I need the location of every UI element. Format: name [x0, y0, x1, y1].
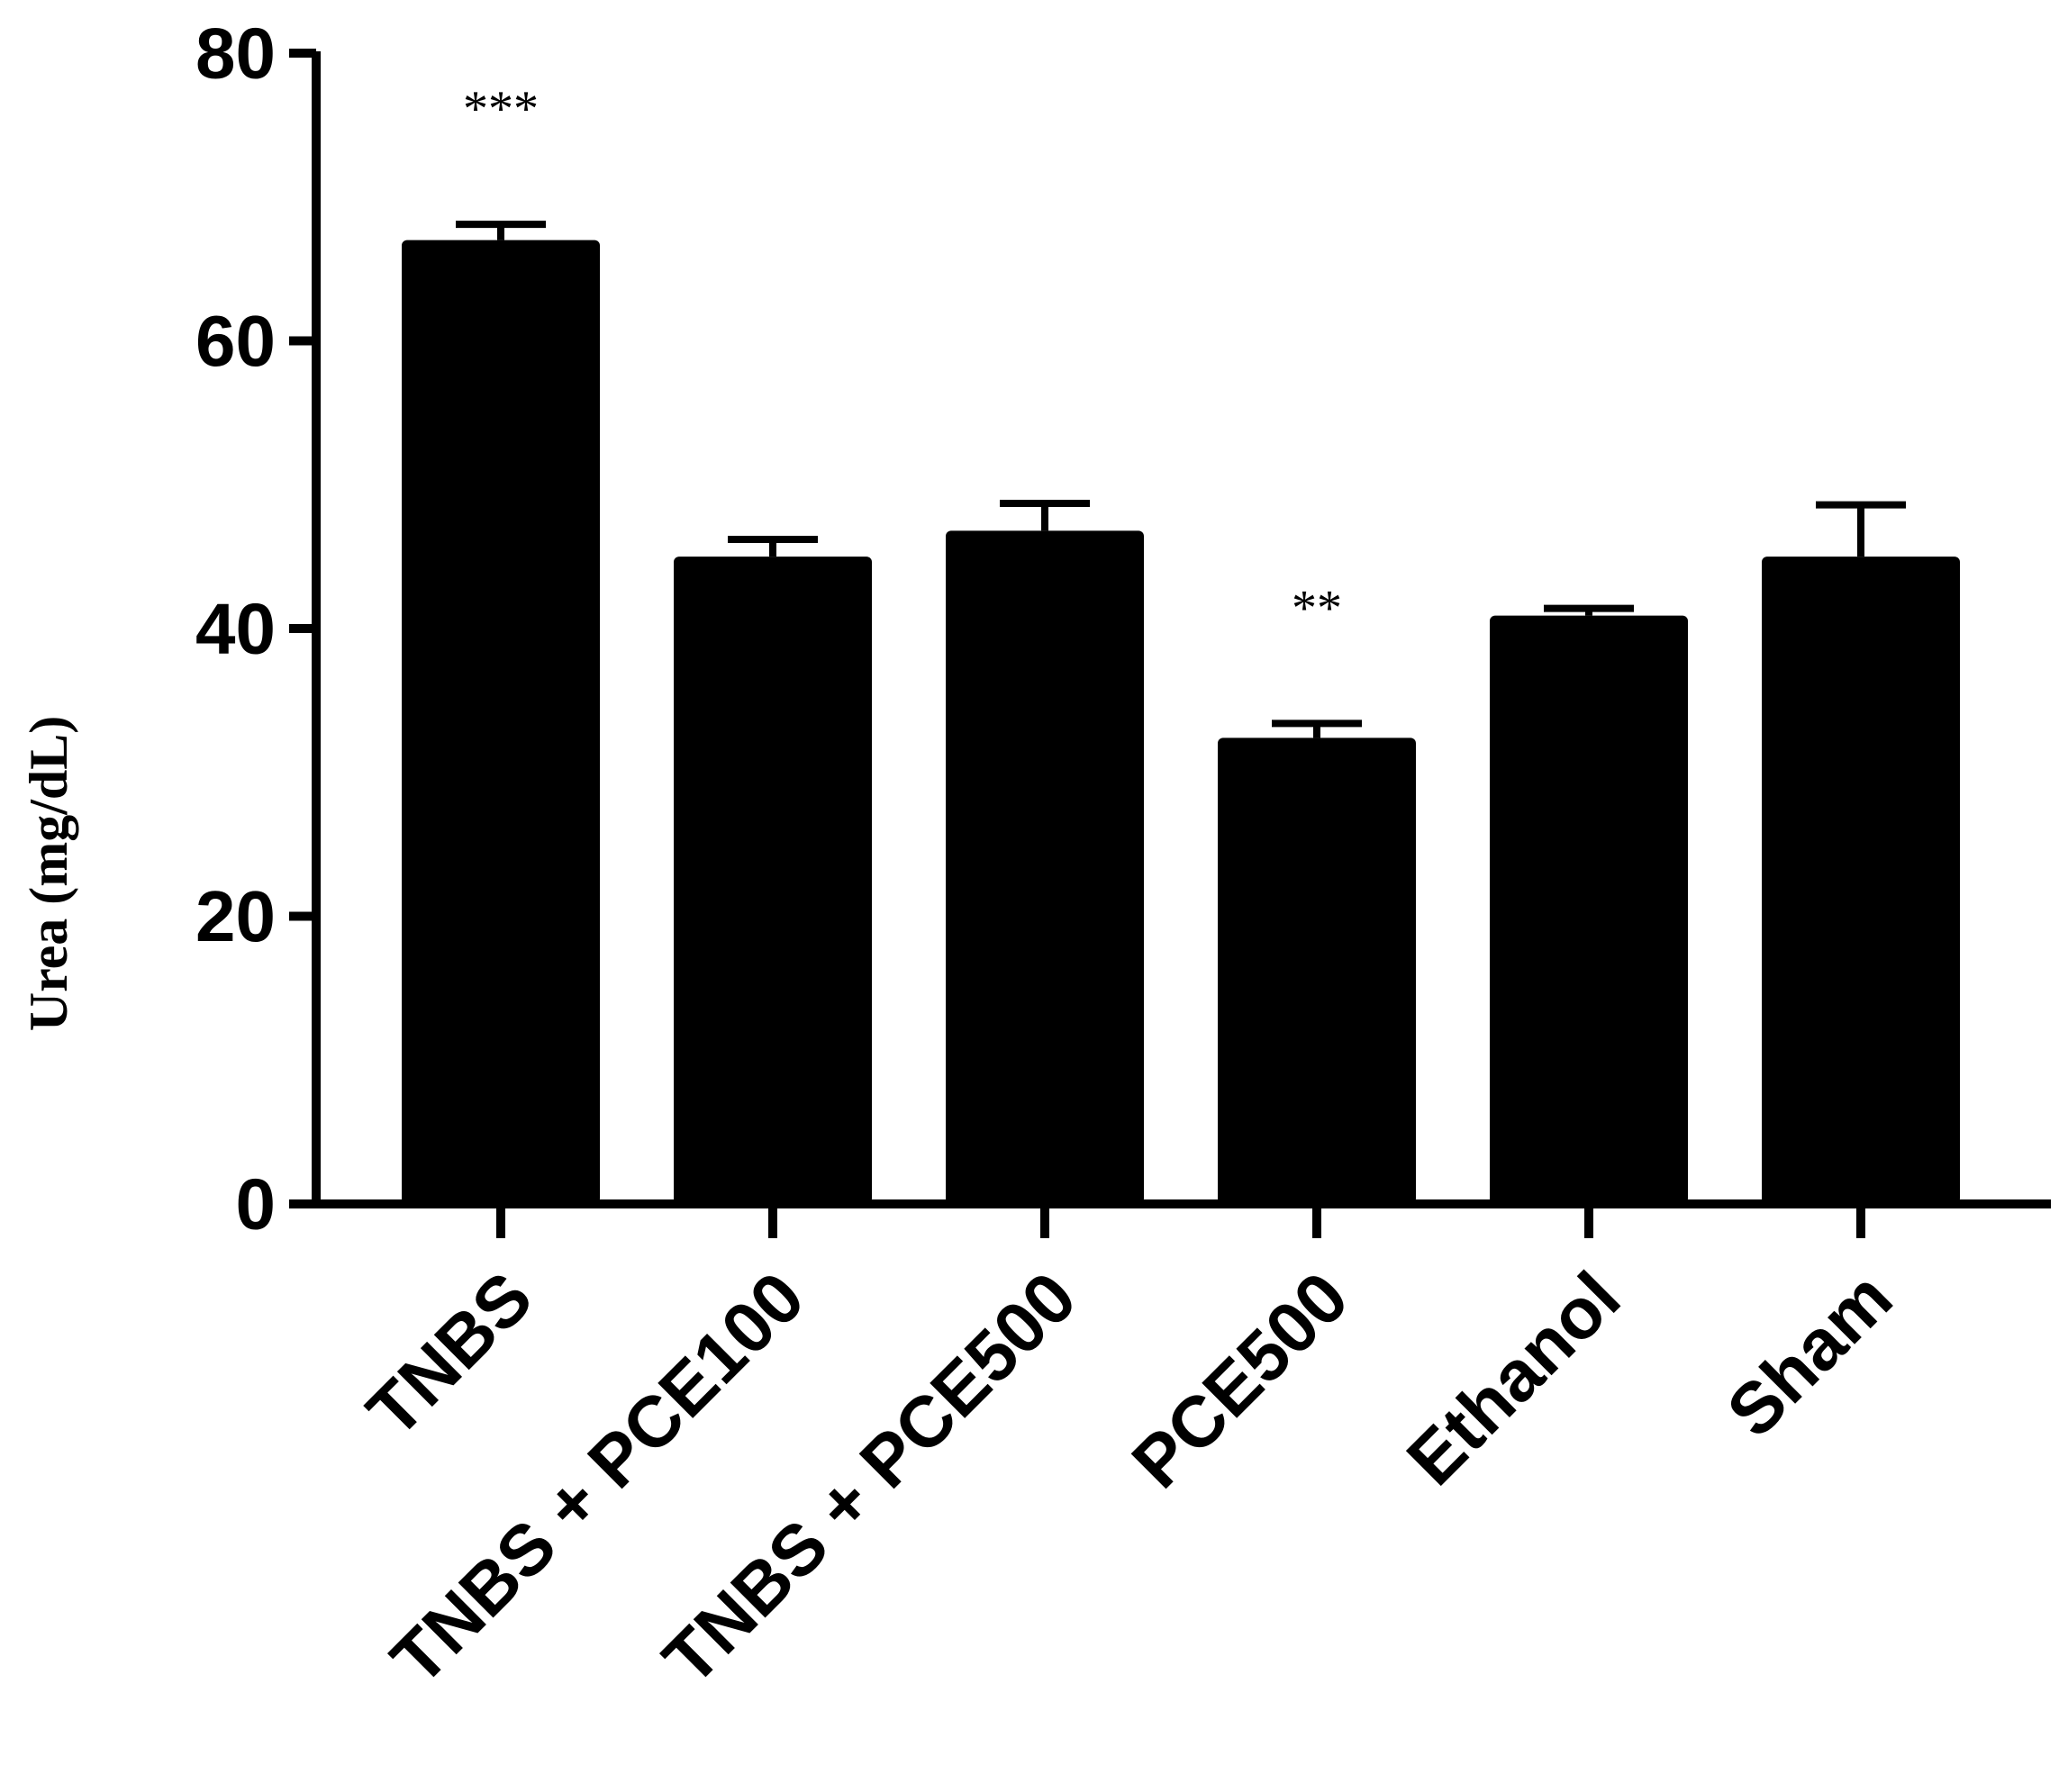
significance-label: ** [1292, 580, 1342, 636]
x-tick-label: Ethanol [1392, 1257, 1635, 1500]
bar [1762, 557, 1960, 1204]
x-tick-label: Sham [1711, 1257, 1907, 1453]
bar [946, 530, 1144, 1204]
x-tick-label: TNBS [352, 1257, 548, 1453]
bar [1490, 615, 1688, 1204]
y-tick-label: 60 [195, 301, 276, 381]
y-tick-label: 80 [195, 14, 276, 94]
y-axis-label: Urea (mg/dL) [19, 716, 78, 1032]
y-tick-label: 40 [195, 589, 276, 669]
significance-label: *** [463, 81, 539, 137]
bar [1218, 738, 1416, 1204]
y-tick-label: 0 [236, 1164, 277, 1244]
y-tick-label: 20 [195, 876, 276, 956]
bar [674, 557, 872, 1204]
x-tick-label: PCE500 [1117, 1257, 1364, 1504]
bar [402, 240, 600, 1204]
